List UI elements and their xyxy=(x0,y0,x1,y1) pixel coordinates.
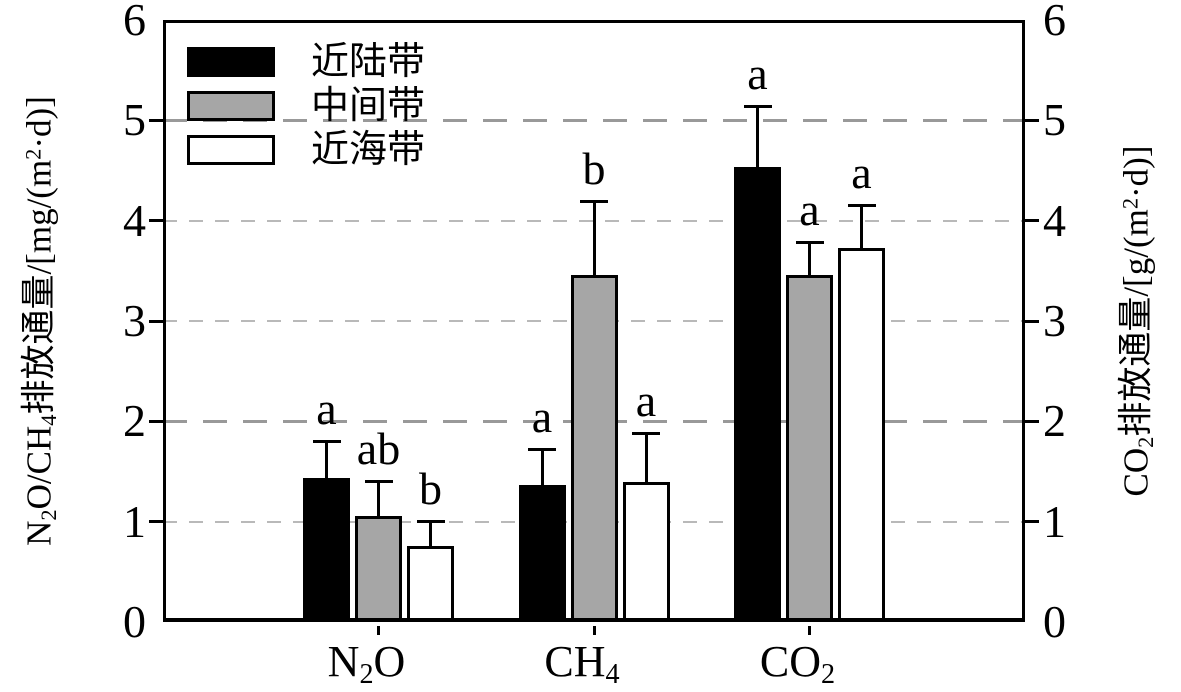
y-tick-left xyxy=(149,319,163,323)
y-tick-left xyxy=(149,419,163,423)
y-tick-label-right: 2 xyxy=(1043,395,1066,447)
gray-swatch-icon xyxy=(187,91,275,121)
bar-CH₄-近陆带 xyxy=(518,484,566,622)
significance-letter: b xyxy=(582,142,606,194)
error-bar xyxy=(756,105,759,167)
black-swatch-icon xyxy=(187,47,275,77)
bar-CH₄-中间带 xyxy=(570,274,618,622)
y-tick-left xyxy=(149,118,163,122)
x-tick xyxy=(592,626,596,635)
error-bar-cap xyxy=(528,448,556,452)
y-tick-label-left: 5 xyxy=(123,94,146,146)
legend-item-nearsea: 近海带 xyxy=(187,128,425,172)
y-tick-right xyxy=(1025,319,1039,323)
bar-N₂O-近陆带 xyxy=(303,477,350,622)
error-bar xyxy=(644,432,648,482)
y-tick-label-left: 3 xyxy=(123,295,146,346)
bar-CO₂-近海带 xyxy=(838,247,885,622)
y-tick-label-right: 5 xyxy=(1043,94,1066,146)
bar-CO₂-近陆带 xyxy=(734,166,781,622)
y-tick-label-right: 0 xyxy=(1043,596,1066,647)
error-bar-cap xyxy=(847,203,876,207)
significance-letter: a xyxy=(635,375,657,427)
y-tick-right xyxy=(1025,118,1039,122)
error-bar xyxy=(325,440,328,478)
white-swatch-icon xyxy=(187,135,275,165)
y-tick-label-right: 6 xyxy=(1043,0,1066,45)
error-bar-cap xyxy=(312,440,341,444)
bar-CO₂-中间带 xyxy=(786,274,833,622)
gridline-y5 xyxy=(163,119,1025,123)
y-tick-label-right: 3 xyxy=(1043,295,1066,346)
error-bar-cap xyxy=(632,432,660,436)
x-category-label: CH4 xyxy=(544,637,620,691)
significance-letter: a xyxy=(316,383,337,435)
y-tick-label-left: 2 xyxy=(123,395,146,447)
x-tick xyxy=(377,626,380,635)
significance-letter: a xyxy=(799,183,820,235)
error-bar-cap xyxy=(580,199,608,203)
y-axis-label-left: N2O/CH4排放通量/[mg/(m2·d)] xyxy=(19,96,62,546)
significance-letter: a xyxy=(747,48,768,100)
y-tick-right xyxy=(1025,419,1039,423)
error-bar-cap xyxy=(416,519,445,523)
significance-letter: a xyxy=(851,146,872,198)
error-bar xyxy=(429,519,432,546)
error-bar xyxy=(592,199,596,275)
y-tick-label-left: 1 xyxy=(123,495,146,547)
error-bar xyxy=(860,203,863,248)
y-tick-label-right: 1 xyxy=(1043,495,1066,547)
y-tick-right xyxy=(1025,219,1039,223)
significance-letter: b xyxy=(419,462,442,514)
significance-letter: ab xyxy=(356,422,401,474)
bar-N₂O-近海带 xyxy=(407,545,454,622)
error-bar-cap xyxy=(795,240,824,244)
error-bar-cap xyxy=(364,479,393,483)
legend-label: 中间带 xyxy=(311,85,426,127)
x-tick xyxy=(808,626,811,635)
significance-letter: a xyxy=(531,391,553,443)
error-bar-cap xyxy=(743,105,772,109)
y-tick-left xyxy=(149,520,163,524)
x-category-label: CO2 xyxy=(759,637,836,691)
legend-item-nearland: 近陆带 xyxy=(187,40,425,84)
y-tick-label-left: 6 xyxy=(123,0,146,45)
y-tick-right xyxy=(1025,520,1039,524)
plot-area: a a a ab b a b a a xyxy=(163,20,1025,622)
error-bar xyxy=(540,448,544,485)
y-tick-label-left: 0 xyxy=(123,596,146,647)
legend: 近陆带 中间带 近海带 xyxy=(187,40,425,172)
bar-N₂O-中间带 xyxy=(355,515,402,622)
y-tick-left xyxy=(149,219,163,223)
y-tick-label-right: 4 xyxy=(1043,194,1066,246)
bar-CH₄-近海带 xyxy=(622,481,670,622)
error-bar xyxy=(377,479,380,516)
legend-label: 近陆带 xyxy=(311,41,426,83)
legend-label: 近海带 xyxy=(311,129,426,171)
legend-item-middle: 中间带 xyxy=(187,84,425,128)
x-category-label: N2O xyxy=(327,637,406,691)
y-tick-label-left: 4 xyxy=(123,194,146,246)
error-bar xyxy=(808,240,811,275)
